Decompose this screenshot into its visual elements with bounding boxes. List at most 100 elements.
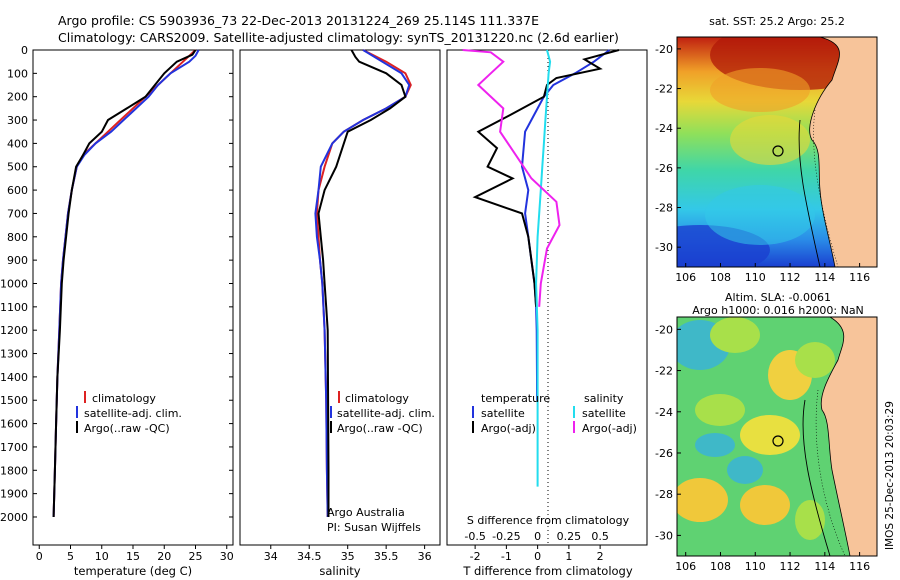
- s-tick-label: 0: [534, 530, 541, 543]
- map-x-tick-label: 106: [675, 560, 696, 573]
- map-x-tick-label: 112: [780, 271, 801, 284]
- salinity-panel: 34 34.5 35 35.5 36 climatology satellite-adj…: [239, 49, 441, 578]
- legend-climatology: climatology: [345, 392, 409, 405]
- legend-s-argo: Argo(-adj): [582, 422, 637, 435]
- map-y-tick-label: -28: [655, 202, 673, 215]
- depth-tick-label: 900: [7, 254, 28, 267]
- depth-tick-label: 1600: [0, 418, 28, 431]
- temperature-difference-label: T difference from climatology: [462, 564, 633, 578]
- sst-map-frame: [676, 36, 878, 268]
- temperature-x-axis-ticks: 0 5 10 15 20 25 30: [36, 545, 234, 563]
- salinity-x-label: salinity: [319, 564, 360, 578]
- x-tick-label: 30: [220, 550, 234, 563]
- map-x-tick-label: 112: [780, 560, 801, 573]
- x-tick-label: 20: [157, 550, 171, 563]
- depth-tick-label: 700: [7, 207, 28, 220]
- depth-tick-label: 1900: [0, 488, 28, 501]
- s-tick-label: -0.25: [492, 530, 520, 543]
- credit-line1: Argo Australia: [327, 506, 405, 519]
- x-tick-label: 0: [36, 550, 43, 563]
- figure-title-line1: Argo profile: CS 5903936_73 22-Dec-2013 …: [58, 13, 539, 28]
- legend-argo: Argo(..raw -QC): [337, 422, 423, 435]
- depth-tick-label: 300: [7, 114, 28, 127]
- x-tick-label: -1: [501, 550, 512, 563]
- x-tick-label: 15: [126, 550, 140, 563]
- salinity-profile-lines: [314, 49, 412, 518]
- salinity-difference-label: S difference from climatology: [467, 514, 630, 527]
- map-x-tick-label: 106: [675, 271, 696, 284]
- x-tick-label: 34.5: [297, 550, 322, 563]
- sst-map-axis-ticks: 106 108 110 112 114 116 -20 -22 -24 -26 -28 -30: [655, 43, 870, 284]
- salinity-plot-area: [239, 49, 441, 546]
- depth-tick-label: 1400: [0, 371, 28, 384]
- x-tick-label: 35: [341, 550, 355, 563]
- sla-field: [677, 317, 877, 556]
- temperature-legend: climatology satellite-adj. clim. Argo(..…: [76, 391, 182, 435]
- map-x-tick-label: 116: [849, 560, 870, 573]
- legend-salinity-heading: salinity: [584, 392, 624, 405]
- depth-tick-label: 200: [7, 91, 28, 104]
- s-tick-label: 0.5: [591, 530, 609, 543]
- depth-tick-label: 800: [7, 231, 28, 244]
- difference-profile-lines: [462, 49, 620, 487]
- difference-x-axis-ticks: -2 -1 0 1 2: [470, 545, 604, 563]
- map-y-tick-label: -30: [655, 241, 673, 254]
- x-tick-label: 2: [597, 550, 604, 563]
- depth-tick-label: 1500: [0, 394, 28, 407]
- sst-map: sat. SST: 25.2 Argo: 25.2 106 108 110 112 11…: [655, 15, 878, 284]
- depth-tick-label: 600: [7, 184, 28, 197]
- sla-map-title-line2: Argo h1000: 0.016 h2000: NaN: [692, 304, 864, 317]
- map-x-tick-label: 110: [745, 271, 766, 284]
- x-tick-label: 36: [418, 550, 432, 563]
- sla-map: Altim. SLA: -0.0061 Argo h1000: 0.016 h2…: [655, 291, 878, 573]
- series-line-argo: [52, 49, 197, 518]
- difference-plot-area: [446, 49, 648, 546]
- depth-tick-label: 1200: [0, 324, 28, 337]
- legend-s-satellite: satellite: [582, 407, 626, 420]
- series-line-satellite: [314, 49, 411, 518]
- difference-panel: -2 -1 0 1 2 temperature salinity satellite s…: [446, 49, 648, 578]
- temperature-plot-area: [32, 49, 234, 546]
- map-y-tick-label: -22: [655, 365, 673, 378]
- legend-temperature-heading: temperature: [481, 392, 550, 405]
- temperature-x-label: temperature (deg C): [74, 564, 192, 578]
- difference-legend: temperature salinity satellite satellite…: [472, 392, 637, 435]
- x-tick-label: 34: [264, 550, 278, 563]
- x-tick-label: -2: [470, 550, 481, 563]
- map-y-tick-label: -24: [655, 406, 673, 419]
- depth-tick-label: 100: [7, 67, 28, 80]
- sla-map-title-line1: Altim. SLA: -0.0061: [725, 291, 831, 304]
- depth-tick-label: 400: [7, 137, 28, 150]
- map-x-tick-label: 116: [849, 271, 870, 284]
- map-y-tick-label: -26: [655, 162, 673, 175]
- legend-t-argo: Argo(-adj): [481, 422, 536, 435]
- depth-tick-label: 1000: [0, 277, 28, 290]
- depth-tick-label: 1800: [0, 464, 28, 477]
- map-y-tick-label: -30: [655, 529, 673, 542]
- legend-t-satellite: satellite: [481, 407, 525, 420]
- float-position-marker: [772, 435, 784, 447]
- map-x-tick-label: 114: [814, 271, 835, 284]
- legend-satellite: satellite-adj. clim.: [84, 407, 182, 420]
- temperature-panel: 0100200300400500600700800900100011001200…: [0, 44, 647, 578]
- map-x-tick-label: 108: [710, 271, 731, 284]
- s-tick-label: 0.25: [557, 530, 582, 543]
- legend-argo: Argo(..raw -QC): [84, 422, 170, 435]
- credit-line2: PI: Susan Wijffels: [327, 521, 421, 534]
- x-tick-label: 0: [534, 550, 541, 563]
- map-y-tick-label: -24: [655, 122, 673, 135]
- map-y-tick-label: -26: [655, 447, 673, 460]
- series-line-temperature-argo: [472, 49, 620, 307]
- depth-tick-label: 2000: [0, 511, 28, 524]
- map-y-tick-label: -20: [655, 43, 673, 56]
- legend-climatology: climatology: [92, 392, 156, 405]
- depth-tick-label: 1100: [0, 301, 28, 314]
- depth-tick-label: 1300: [0, 348, 28, 361]
- depth-tick-label: 1700: [0, 441, 28, 454]
- series-line-salinity-satellite: [535, 49, 552, 487]
- map-y-tick-label: -20: [655, 323, 673, 336]
- x-tick-label: 1: [565, 550, 572, 563]
- figure-title-line2: Climatology: CARS2009. Satellite-adjuste…: [58, 30, 619, 45]
- sst-map-title: sat. SST: 25.2 Argo: 25.2: [709, 15, 845, 28]
